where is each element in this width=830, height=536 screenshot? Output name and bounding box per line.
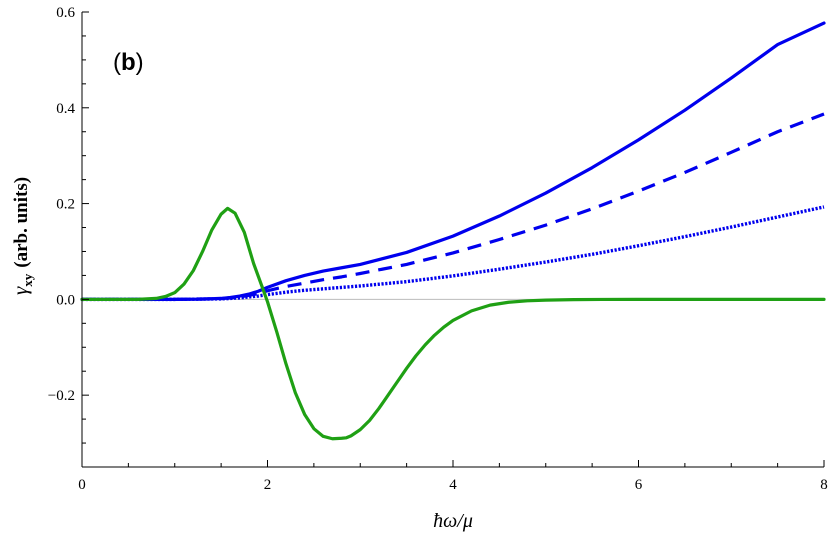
x-tick-label: 2 bbox=[264, 477, 272, 493]
y-tick-label: 0.6 bbox=[56, 5, 75, 21]
y-axis-label-units: (arb. units) bbox=[11, 177, 32, 268]
x-tick-label: 0 bbox=[78, 477, 86, 493]
x-tick-label: 8 bbox=[820, 477, 828, 493]
series-layer bbox=[80, 21, 826, 441]
x-axis-label: ħω/μ bbox=[433, 510, 473, 532]
y-axis-label-symbol: γ bbox=[8, 286, 32, 295]
series-line-3-dotted bbox=[82, 205, 825, 302]
panel-label-close-paren: ) bbox=[136, 49, 144, 76]
y-tick-label: 0.4 bbox=[56, 101, 75, 117]
panel-label: (b) bbox=[113, 49, 144, 76]
y-tick-label: −0.2 bbox=[48, 388, 75, 404]
x-tick-label: 6 bbox=[635, 477, 643, 493]
panel-label-letter: b bbox=[121, 49, 136, 76]
y-axis-label-subscript: xy bbox=[20, 273, 35, 287]
y-tick-label: 0.2 bbox=[56, 197, 75, 213]
y-axis-label: γxy (arb. units) bbox=[8, 177, 35, 295]
x-tick-label: 4 bbox=[449, 477, 457, 493]
panel-label-open-paren: ( bbox=[113, 49, 121, 76]
y-tick-label: 0.0 bbox=[56, 292, 75, 308]
series-line-4-solid bbox=[80, 206, 826, 441]
axes-layer: 0 2 4 6 8 −0.2 0.0 0.2 0.4 0.6 bbox=[48, 5, 828, 493]
